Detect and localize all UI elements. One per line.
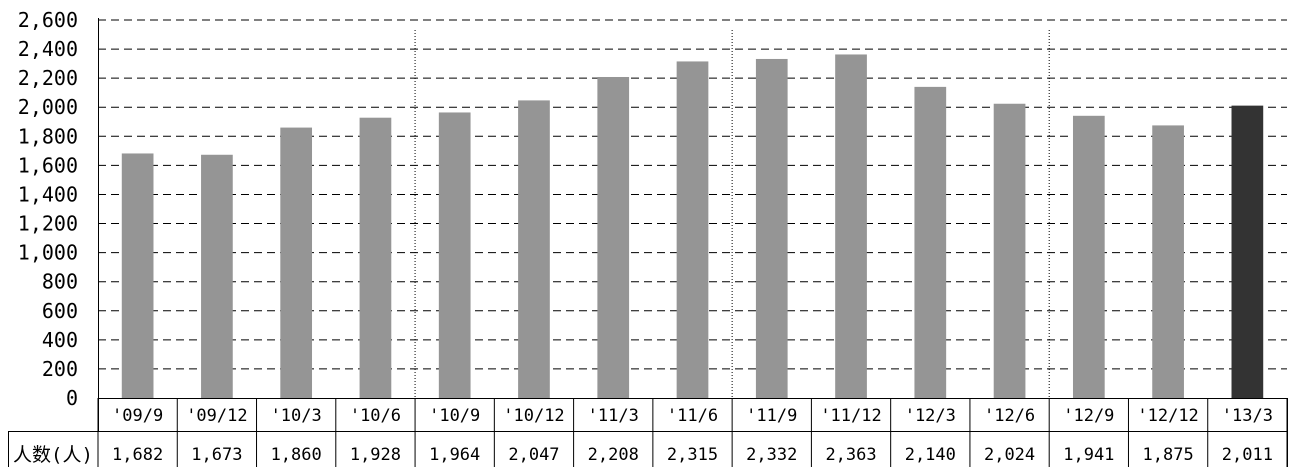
y-tick-label: 2,000 — [18, 95, 78, 119]
y-tick-label: 1,400 — [18, 182, 78, 206]
data-label: 1,860 — [271, 445, 322, 465]
bar — [280, 127, 313, 398]
y-tick-label: 200 — [42, 357, 78, 381]
x-tick-label: '10/12 — [503, 406, 564, 426]
y-tick-label: 600 — [42, 299, 78, 323]
y-tick-label: 1,200 — [18, 212, 78, 236]
x-tick-label: '10/9 — [429, 406, 480, 426]
bar — [914, 86, 947, 398]
data-label: 1,875 — [1143, 445, 1194, 465]
x-tick-label: '11/3 — [588, 406, 639, 426]
bar — [438, 112, 471, 399]
y-tick-label: 2,400 — [18, 37, 78, 61]
x-tick-label: '09/12 — [186, 406, 247, 426]
x-tick-label: '12/9 — [1063, 406, 1114, 426]
bar — [1231, 105, 1264, 399]
x-tick-label: '12/3 — [905, 406, 956, 426]
y-axis: 0 200 400 600 800 1,000 1,200 1,400 1,600 1,800 2,… — [18, 8, 78, 410]
bar — [676, 61, 709, 398]
y-tick-label: 2,200 — [18, 66, 78, 90]
x-tick-label: '12/12 — [1137, 406, 1198, 426]
data-label: 2,332 — [746, 445, 797, 465]
bar — [755, 58, 788, 399]
y-tick-label: 1,000 — [18, 241, 78, 265]
bar — [993, 103, 1026, 398]
y-tick-label: 400 — [42, 328, 78, 352]
x-tick-label: '12/6 — [984, 406, 1035, 426]
data-label: 2,315 — [667, 445, 718, 465]
bar — [359, 117, 392, 399]
data-label: 2,047 — [508, 445, 559, 465]
bar — [1152, 125, 1184, 399]
data-label: 1,682 — [112, 445, 163, 465]
y-tick-label: 0 — [66, 386, 78, 410]
y-tick-label: 2,600 — [18, 8, 78, 32]
data-table: '09/9 1,682 '09/12 1,673 '10/3 1,860 '10/6 1,92… — [8, 398, 1288, 467]
data-label: 1,941 — [1063, 445, 1114, 465]
x-tick-label: '11/12 — [820, 406, 881, 426]
x-tick-label: '10/3 — [271, 406, 322, 426]
data-label: 2,208 — [588, 445, 639, 465]
bar — [835, 54, 867, 399]
bar — [597, 76, 630, 398]
x-tick-label: '10/6 — [350, 406, 401, 426]
x-tick-label: '11/9 — [746, 406, 797, 426]
data-label: 2,140 — [905, 445, 956, 465]
data-label: 1,673 — [191, 445, 242, 465]
data-label: 2,024 — [984, 445, 1035, 465]
x-tick-label: '13/3 — [1222, 406, 1273, 426]
bar — [121, 153, 154, 398]
y-tick-label: 1,800 — [18, 124, 78, 148]
y-tick-label: 800 — [42, 270, 78, 294]
x-tick-label: '11/6 — [667, 406, 718, 426]
bar — [1072, 115, 1105, 398]
data-label: 1,964 — [429, 445, 480, 465]
bar — [201, 154, 233, 398]
y-tick-label: 1,600 — [18, 153, 78, 177]
bar-layer — [121, 54, 1264, 399]
series-name-label: 人数(人) — [13, 444, 93, 466]
data-label: 1,928 — [350, 445, 401, 465]
data-label: 2,011 — [1222, 445, 1273, 465]
bar — [518, 100, 550, 398]
x-tick-label: '09/9 — [112, 406, 163, 426]
data-label: 2,363 — [825, 445, 876, 465]
